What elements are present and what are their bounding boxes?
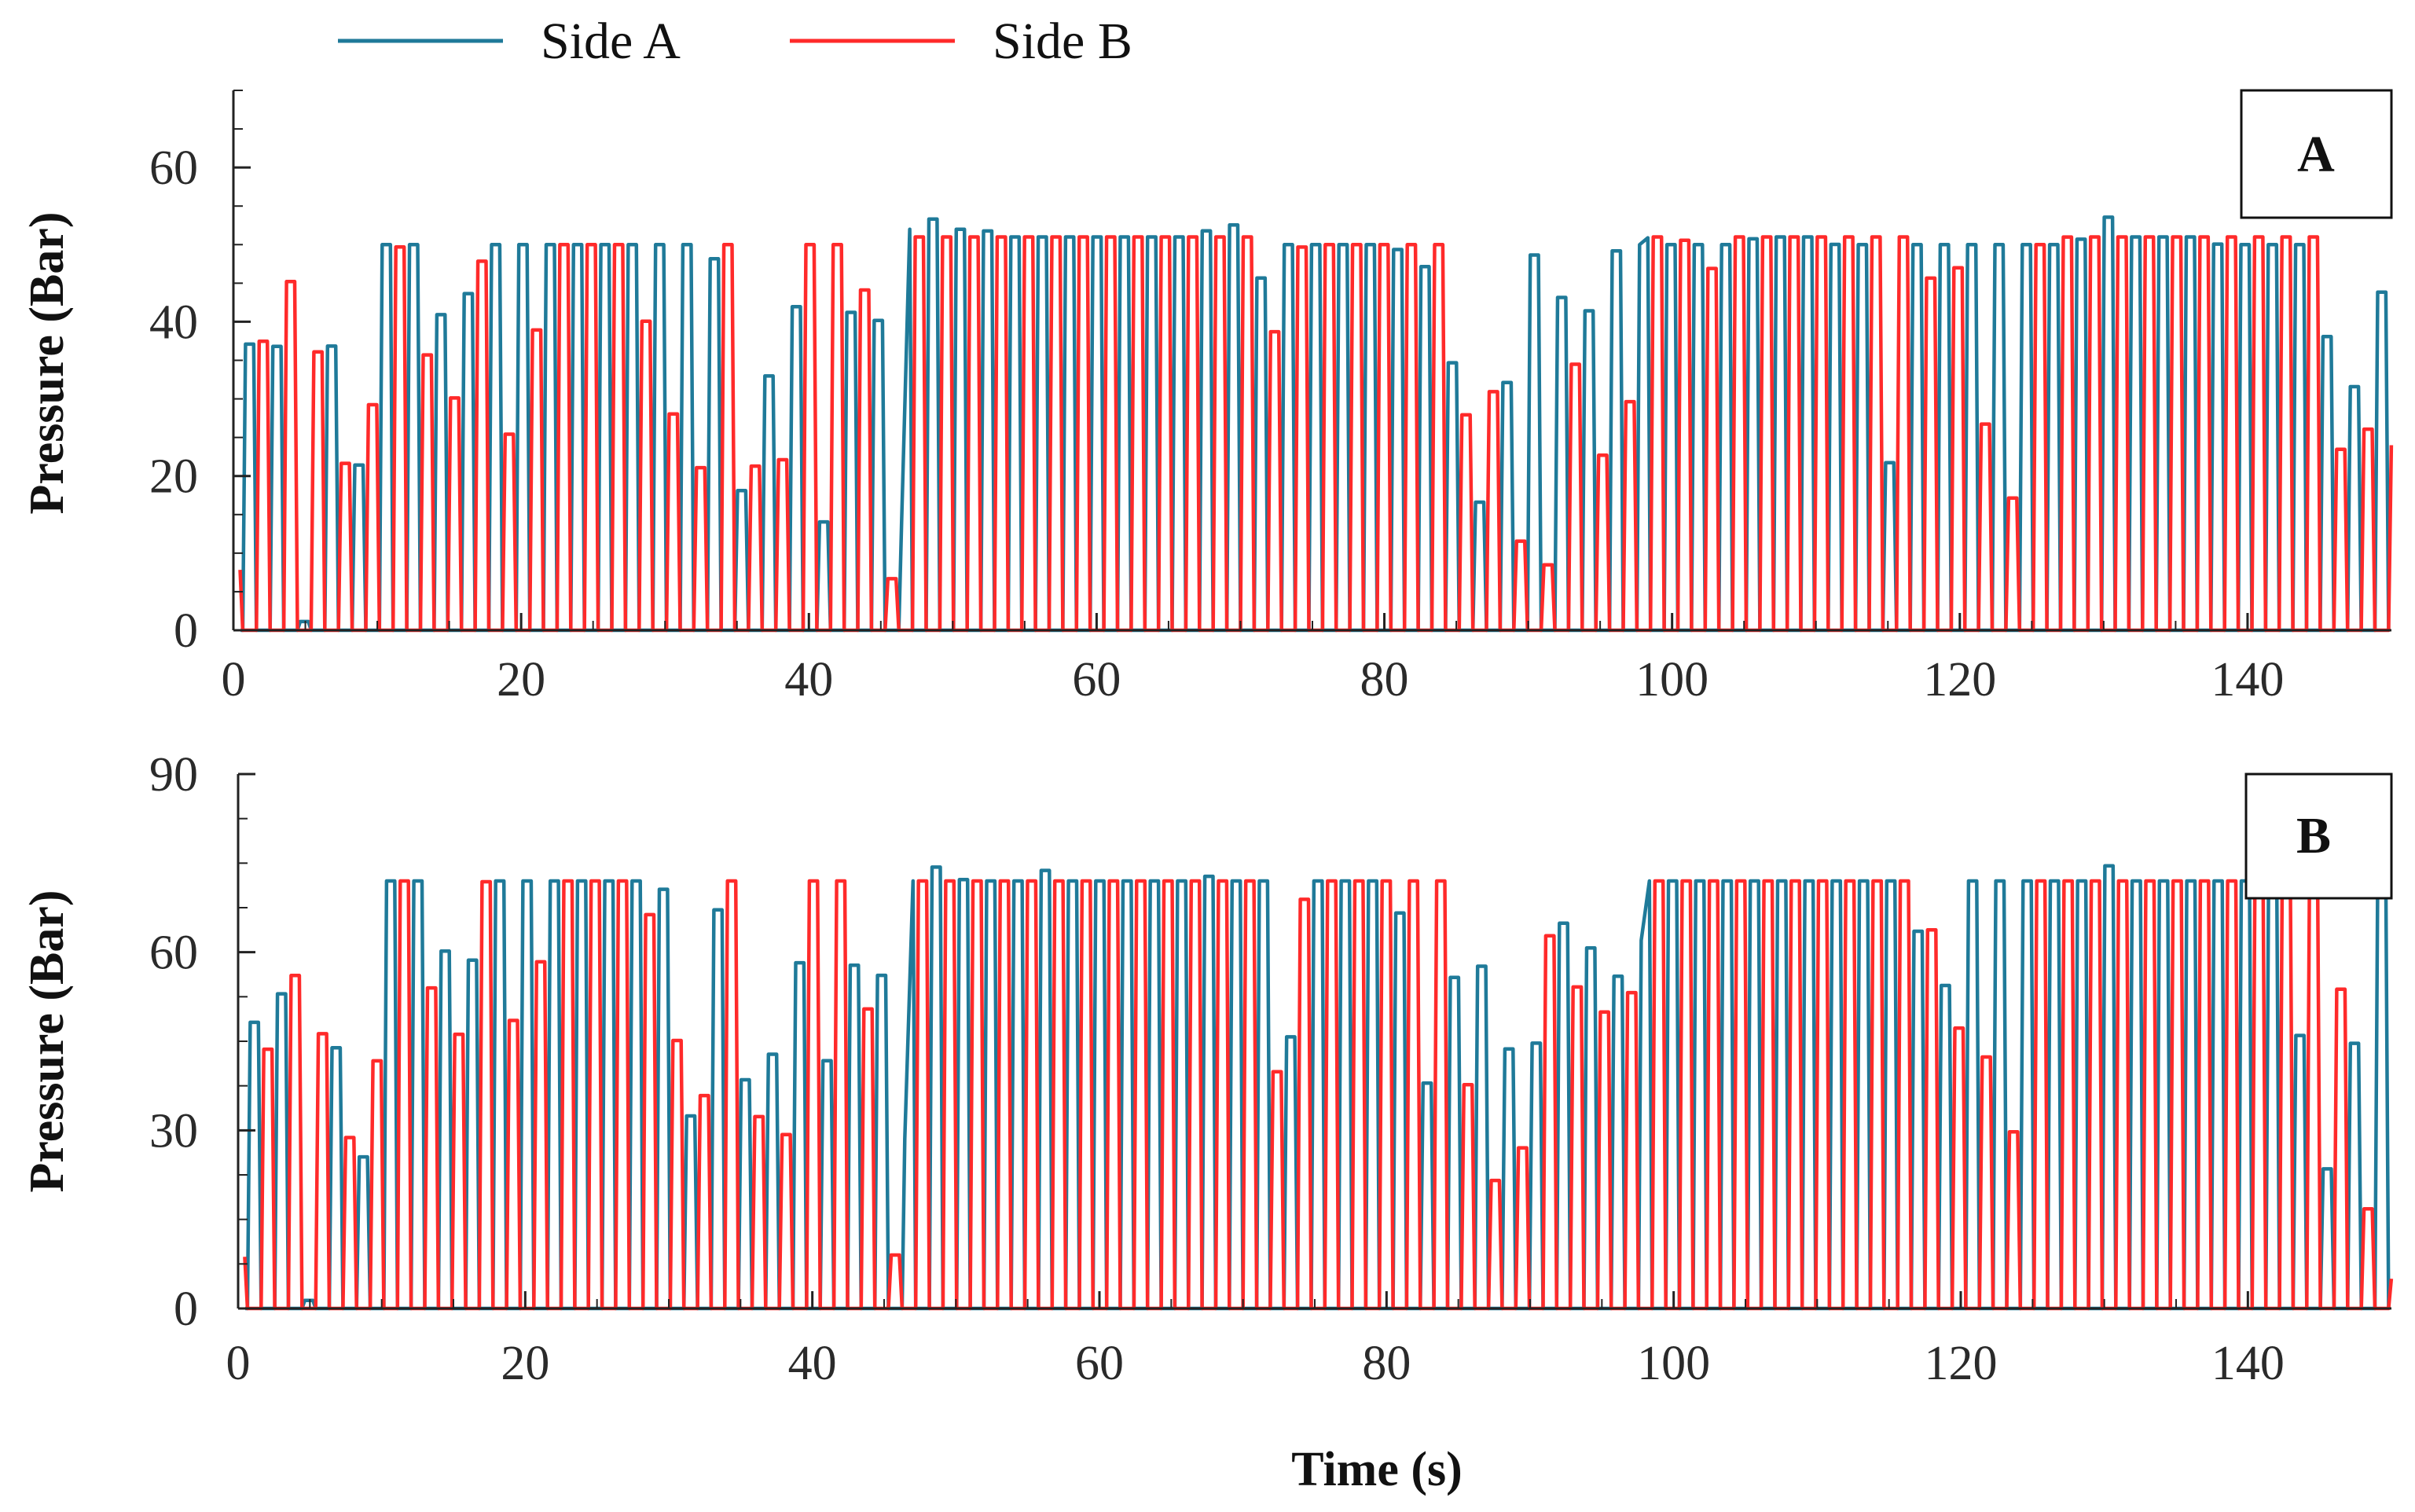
- x-tick-label: 120: [1923, 653, 1996, 706]
- panel-a-y-ticks: 0 20 40 60: [149, 90, 251, 658]
- panel-a-series: [238, 215, 2394, 633]
- x-tick-label: 60: [1075, 1337, 1124, 1390]
- panel-b-y-ticks: 0 30 60 90: [149, 748, 255, 1336]
- y-tick-label: 0: [174, 604, 198, 658]
- y-tick-label: 40: [149, 295, 198, 349]
- y-tick-label: 90: [149, 748, 198, 802]
- x-tick-label: 120: [1925, 1337, 1998, 1390]
- x-axis-title: Time (s): [1291, 1443, 1463, 1496]
- panel-b-label: B: [2296, 807, 2331, 864]
- x-tick-label: 80: [1362, 1337, 1411, 1390]
- panel-a-label-box: [2240, 89, 2393, 219]
- x-tick-label: 40: [788, 1337, 837, 1390]
- x-tick-label: 80: [1360, 653, 1409, 706]
- panel-b: 0 20 40 60 80 100 120 140 0 30 60 90 Pressure (Bar…: [20, 748, 2394, 1496]
- panel-b-series: [243, 864, 2394, 1311]
- y-tick-label: 30: [149, 1104, 198, 1158]
- x-tick-label: 0: [222, 653, 246, 706]
- x-tick-label: 40: [784, 653, 833, 706]
- x-tick-label: 0: [226, 1337, 251, 1390]
- x-tick-label: 20: [497, 653, 545, 706]
- x-tick-label: 100: [1637, 1337, 1710, 1390]
- panel-a-y-axis-title: Pressure (Bar): [20, 211, 74, 514]
- y-tick-label: 20: [149, 450, 198, 504]
- series-line-side-b: [238, 235, 2394, 633]
- legend-label-side-a: Side A: [541, 13, 681, 70]
- panel-b-x-ticks: 0 20 40 60 80 100 120 140: [226, 1291, 2285, 1390]
- panel-a-x-ticks: 0 20 40 60 80 100 120 140: [222, 613, 2284, 706]
- legend-label-side-b: Side B: [993, 13, 1132, 70]
- y-tick-label: 0: [174, 1283, 198, 1336]
- panel-b-y-axis-title: Pressure (Bar): [20, 890, 74, 1192]
- series-line-side-a: [245, 864, 2391, 1311]
- x-tick-label: 20: [501, 1337, 549, 1390]
- panel-b-label-box: [2244, 773, 2393, 900]
- x-tick-label: 140: [2211, 1337, 2285, 1390]
- series-line-side-b: [243, 879, 2394, 1311]
- x-tick-label: 60: [1072, 653, 1121, 706]
- y-tick-label: 60: [149, 927, 198, 980]
- y-tick-label: 60: [149, 141, 198, 195]
- panel-a-label: A: [2297, 126, 2335, 183]
- legend: Side A Side B: [338, 13, 1132, 70]
- panel-a: 0 20 40 60 80 100 120 140 0 20 40 60 Pressure (Bar…: [20, 89, 2394, 706]
- x-tick-label: 140: [2211, 653, 2284, 706]
- series-line-side-a: [240, 215, 2391, 633]
- x-tick-label: 100: [1635, 653, 1708, 706]
